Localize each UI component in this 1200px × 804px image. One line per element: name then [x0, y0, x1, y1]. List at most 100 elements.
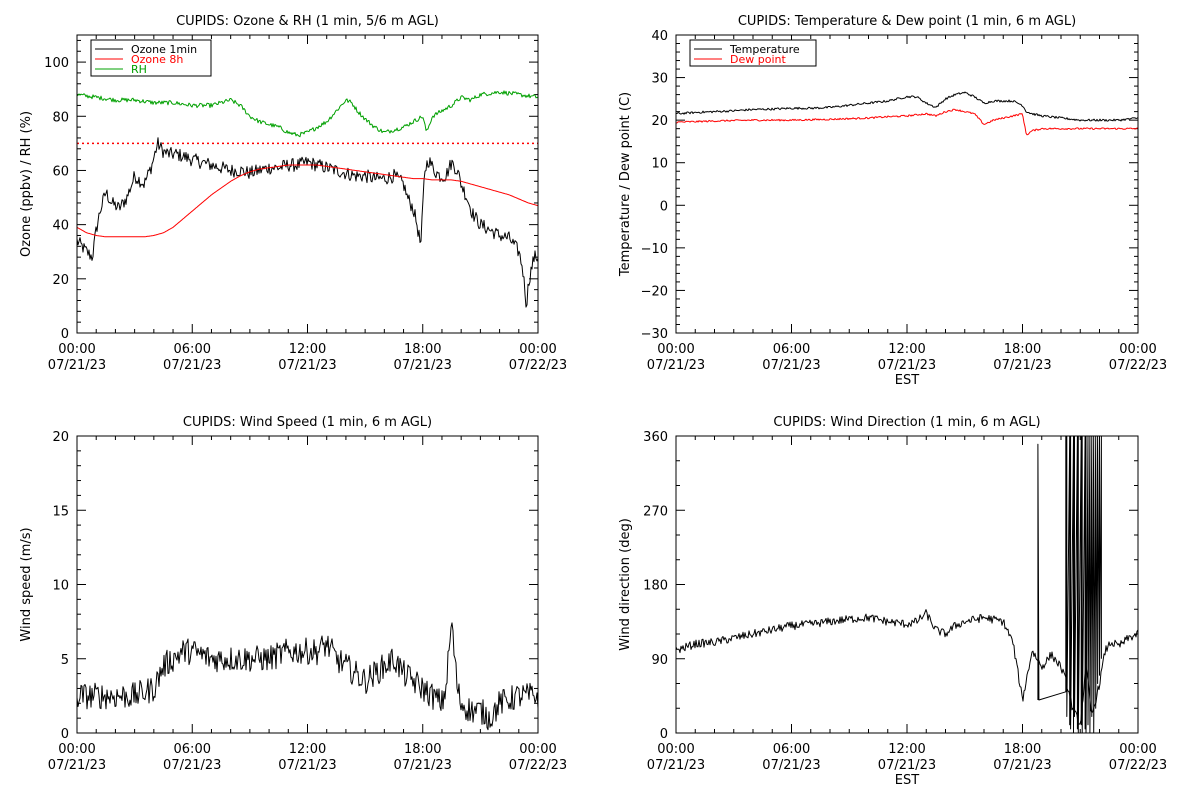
y-tick-label: 0 [61, 327, 69, 342]
chart-panel-3: CUPIDS: Wind Speed (1 min, 6 m AGL) 0 5 10 1… [19, 415, 567, 773]
series-line-1 [77, 622, 538, 731]
series-line-1 [676, 609, 1138, 725]
series-group [77, 90, 538, 308]
x-tick-label-date: 07/21/23 [878, 758, 936, 773]
x-tick-label-time: 06:00 [773, 342, 810, 357]
x-tick-label-date: 07/22/23 [1109, 758, 1167, 773]
x-tick-label-date: 07/21/23 [278, 358, 336, 373]
y-tick-label: 20 [52, 273, 69, 288]
legend-box [689, 39, 817, 67]
y-tick-label: 100 [44, 56, 69, 71]
y-tick-label: 0 [660, 727, 668, 742]
y-tick-label: 15 [52, 504, 69, 519]
legend-label: Temperature [729, 43, 800, 56]
x-tick-label-time: 00:00 [58, 342, 95, 357]
x-tick-label-date: 07/21/23 [762, 358, 820, 373]
x-tick-label-date: 07/21/23 [394, 358, 452, 373]
x-tick-label-date: 07/22/23 [509, 758, 567, 773]
series-line-3 [77, 90, 538, 138]
x-tick-label-time: 00:00 [1119, 742, 1156, 757]
plot-frame [76, 435, 539, 734]
series-line-1 [676, 91, 1138, 122]
x-tick-label-time: 12:00 [289, 342, 326, 357]
x-tick-label-time: 18:00 [404, 342, 441, 357]
legend-label: RH [131, 63, 147, 76]
x-tick-label-date: 07/21/23 [762, 758, 820, 773]
chart-panel-2: CUPIDS: Temperature & Dew point (1 min, … [618, 14, 1167, 388]
legend-label: Dew point [730, 53, 786, 66]
y-tick-label: 360 [643, 430, 668, 445]
y-tick-label: 180 [643, 579, 668, 594]
x-tick-label-time: 00:00 [657, 742, 694, 757]
y-tick-label: 10 [52, 579, 69, 594]
y-tick-label: 40 [651, 29, 668, 44]
y-tick-label: 0 [61, 727, 69, 742]
chart-panel-4: CUPIDS: Wind Direction (1 min, 6 m AGL) 0… [618, 415, 1167, 788]
chart-title: CUPIDS: Wind Speed (1 min, 6 m AGL) [183, 415, 432, 430]
x-tick-label-time: 18:00 [1004, 342, 1041, 357]
x-tick-label-date: 07/21/23 [48, 758, 106, 773]
legend-box [90, 39, 212, 77]
x-tick-label-time: 06:00 [773, 742, 810, 757]
x-tick-label-date: 07/21/23 [278, 758, 336, 773]
chart-panel-1: CUPIDS: Ozone & RH (1 min, 5/6 m AGL) 0 20… [19, 14, 567, 373]
y-tick-label: 20 [52, 430, 69, 445]
x-tick-label-date: 07/21/23 [647, 358, 705, 373]
x-tick-label-date: 07/21/23 [878, 358, 936, 373]
x-tick-label-time: 00:00 [657, 342, 694, 357]
y-tick-label: 270 [643, 504, 668, 519]
series-line-2 [676, 108, 1138, 136]
x-tick-label-time: 18:00 [404, 742, 441, 757]
series-line-2 [77, 164, 538, 238]
x-tick-label-date: 07/21/23 [993, 358, 1051, 373]
x-tick-label-time: 18:00 [1004, 742, 1041, 757]
x-tick-label-date: 07/21/23 [48, 358, 106, 373]
x-tick-label-date: 07/21/23 [163, 358, 221, 373]
y-tick-label: 10 [651, 157, 668, 172]
y-axis-label: Temperature / Dew point (C) [618, 92, 633, 277]
y-tick-label: 40 [52, 219, 69, 234]
x-tick-label-date: 07/21/23 [394, 758, 452, 773]
x-tick-label-time: 00:00 [519, 342, 556, 357]
plot-frame [76, 34, 539, 334]
x-tick-label-time: 00:00 [519, 742, 556, 757]
x-tick-label-time: 12:00 [888, 742, 925, 757]
y-tick-label: 80 [52, 110, 69, 125]
x-tick-label-time: 06:00 [174, 742, 211, 757]
y-tick-label: −10 [641, 242, 668, 257]
chart-title: CUPIDS: Temperature & Dew point (1 min, … [738, 14, 1076, 29]
chart-title: CUPIDS: Wind Direction (1 min, 6 m AGL) [773, 415, 1040, 430]
y-axis-label: Wind speed (m/s) [19, 527, 34, 641]
y-tick-label: −20 [641, 284, 668, 299]
y-axis-label: Ozone (ppbv) / RH (%) [19, 111, 34, 257]
plot-frame [675, 34, 1139, 334]
legend-label: Ozone 8h [131, 53, 183, 66]
x-tick-label-time: 00:00 [58, 742, 95, 757]
x-tick-label-date: 07/21/23 [163, 758, 221, 773]
y-tick-label: 5 [61, 653, 69, 668]
series-group [77, 622, 538, 731]
x-tick-label-time: 12:00 [888, 342, 925, 357]
y-tick-label: 60 [52, 164, 69, 179]
x-tick-label-time: 12:00 [289, 742, 326, 757]
x-tick-label-time: 06:00 [174, 342, 211, 357]
series-group [676, 436, 1138, 733]
x-axis-label: EST [895, 773, 919, 788]
y-tick-label: 30 [651, 72, 668, 87]
y-tick-label: 90 [651, 653, 668, 668]
x-tick-label-time: 00:00 [1119, 342, 1156, 357]
y-tick-label: 20 [651, 114, 668, 129]
x-tick-label-date: 07/21/23 [647, 758, 705, 773]
y-tick-label: −30 [641, 327, 668, 342]
series-line-1 [77, 137, 538, 308]
y-axis-label: Wind direction (deg) [618, 518, 633, 651]
plot-frame [675, 435, 1139, 734]
x-tick-label-date: 07/21/23 [993, 758, 1051, 773]
x-axis-label: EST [895, 373, 919, 388]
chart-title: CUPIDS: Ozone & RH (1 min, 5/6 m AGL) [176, 14, 439, 29]
series-line-2 [1037, 436, 1102, 733]
x-tick-label-date: 07/22/23 [509, 358, 567, 373]
